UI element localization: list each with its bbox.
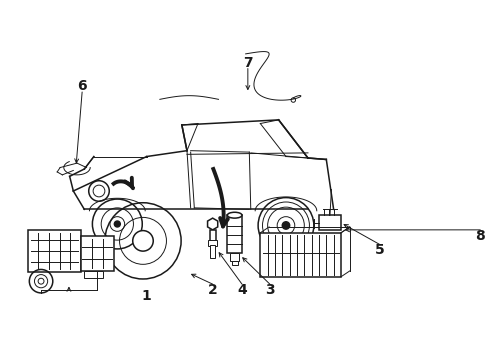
Bar <box>210 244 215 258</box>
Bar <box>230 253 239 261</box>
Text: 8: 8 <box>475 229 485 243</box>
Text: 5: 5 <box>375 243 385 257</box>
Text: 1: 1 <box>142 289 151 303</box>
Polygon shape <box>208 218 218 230</box>
Bar <box>81 236 114 271</box>
Circle shape <box>133 231 153 251</box>
Bar <box>227 215 242 253</box>
Bar <box>28 230 81 273</box>
Circle shape <box>282 222 290 229</box>
Bar <box>84 271 103 278</box>
Text: 6: 6 <box>77 79 87 93</box>
Bar <box>319 215 341 230</box>
Circle shape <box>114 221 120 227</box>
Bar <box>232 261 238 265</box>
Bar <box>210 230 216 244</box>
Text: 3: 3 <box>265 283 275 297</box>
Text: 7: 7 <box>243 56 253 70</box>
Text: 4: 4 <box>237 283 247 297</box>
Bar <box>260 233 341 277</box>
Ellipse shape <box>227 212 242 218</box>
Bar <box>208 240 217 246</box>
Text: 2: 2 <box>208 283 218 297</box>
